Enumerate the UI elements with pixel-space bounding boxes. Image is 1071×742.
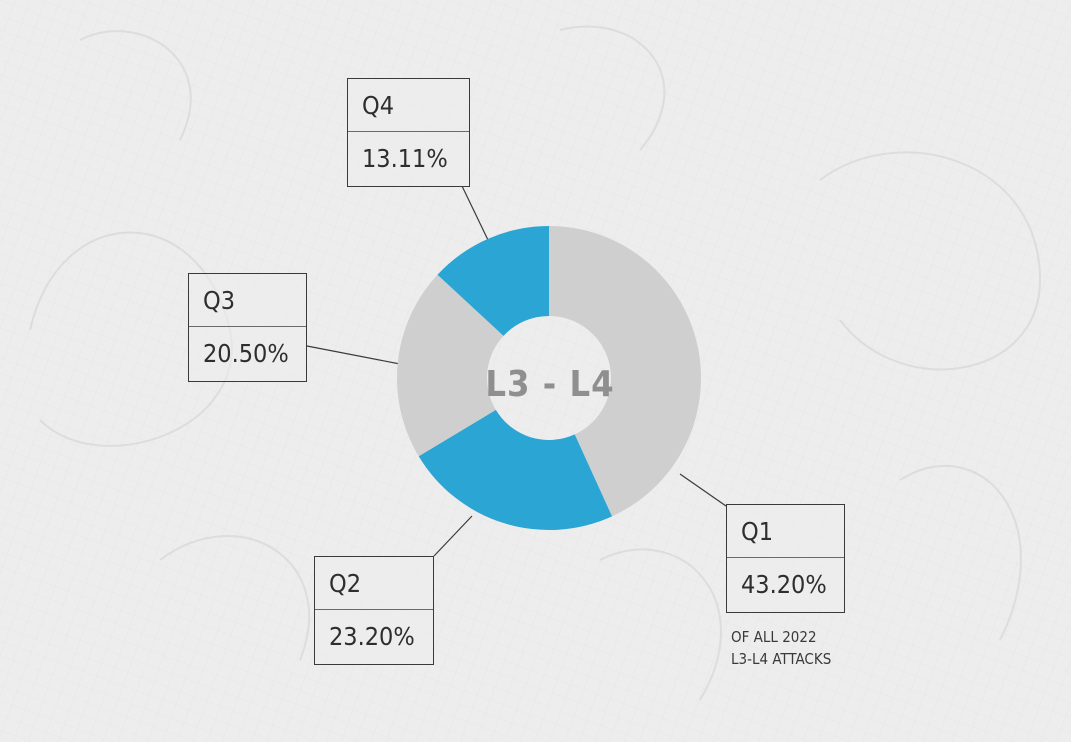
footnote-line-1: OF ALL 2022 (731, 628, 817, 646)
label-box-q4: Q4 13.11% (347, 78, 470, 187)
leader-line-q3 (306, 345, 401, 365)
quarter-value-q3: 20.50% (203, 339, 289, 368)
quarter-value-q2: 23.20% (329, 622, 415, 651)
quarter-name-q4: Q4 (348, 79, 469, 132)
donut-slices (397, 226, 702, 530)
leader-line-q4 (461, 185, 489, 241)
donut-slice-q1 (549, 226, 702, 517)
quarter-value-q4: 13.11% (362, 144, 448, 173)
label-box-q2: Q2 23.20% (314, 556, 434, 665)
footnote: OF ALL 2022 L3-L4 ATTACKS (731, 626, 831, 670)
label-box-q1: Q1 43.20% (726, 504, 845, 613)
donut-slice-q4 (437, 226, 549, 336)
quarter-name-q1: Q1 (727, 505, 844, 558)
quarter-value-q1: 43.20% (741, 570, 827, 599)
donut-slice-q3 (397, 274, 504, 457)
leader-line-q2 (433, 515, 473, 557)
footnote-line-2: L3-L4 ATTACKS (731, 650, 832, 668)
label-box-q3: Q3 20.50% (188, 273, 307, 382)
quarter-name-q2: Q2 (315, 557, 433, 610)
center-label: L3 - L4 (485, 364, 615, 405)
quarter-name-q3: Q3 (189, 274, 306, 327)
donut-slice-q2 (418, 409, 613, 530)
leader-line-q1 (679, 473, 727, 507)
leader-lines (306, 185, 727, 557)
